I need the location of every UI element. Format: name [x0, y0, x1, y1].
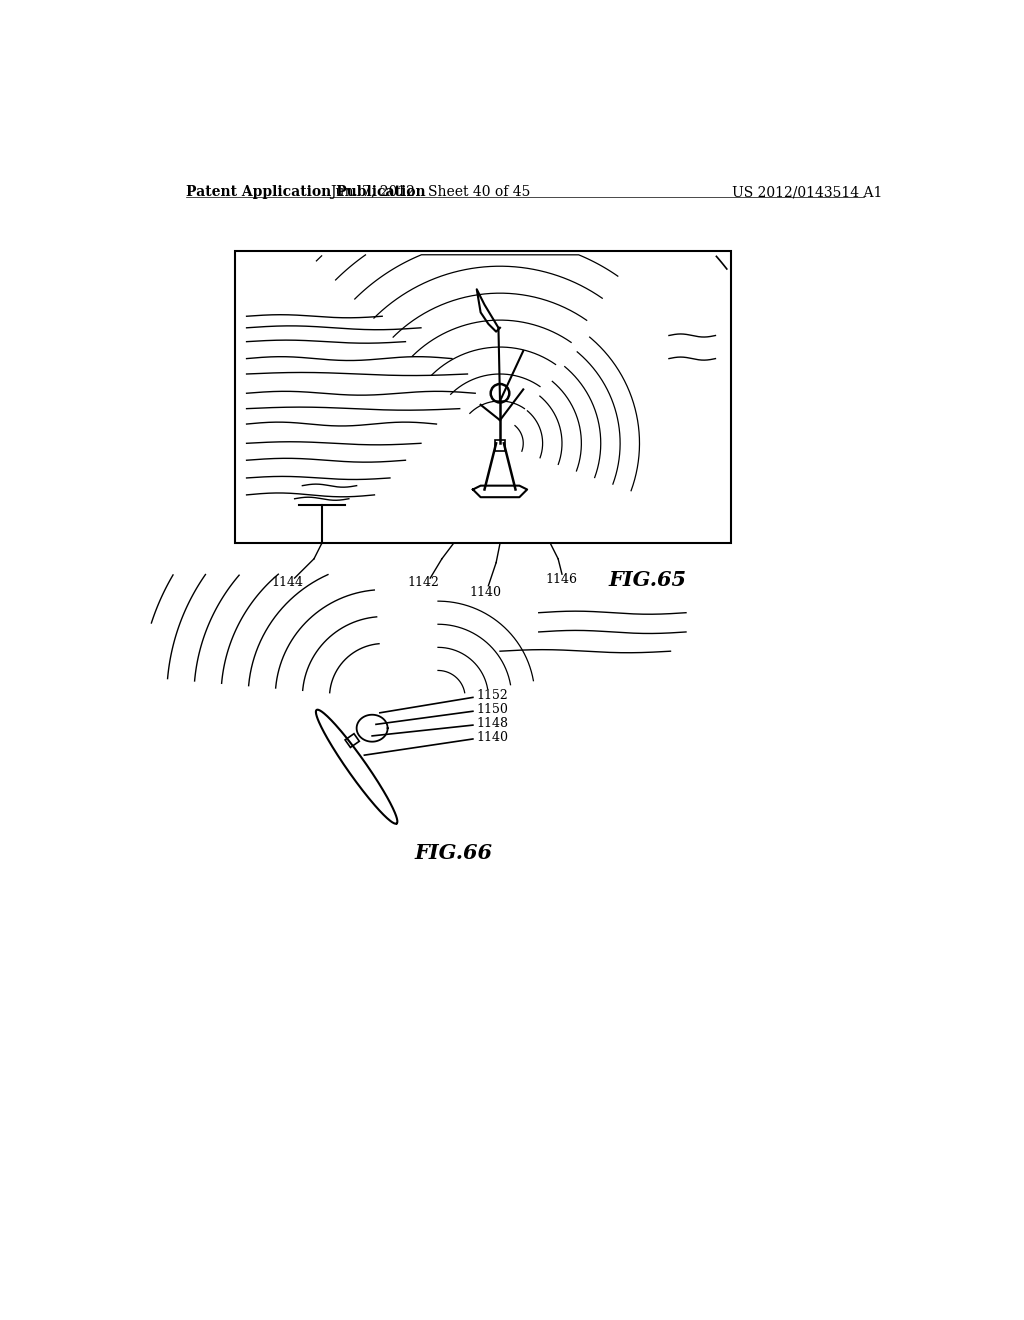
- Text: 1142: 1142: [407, 576, 439, 589]
- Text: 1140: 1140: [477, 730, 509, 743]
- Text: 1150: 1150: [477, 702, 509, 715]
- Text: 1146: 1146: [545, 573, 577, 586]
- Text: 1148: 1148: [477, 717, 509, 730]
- Text: FIG.65: FIG.65: [608, 570, 686, 590]
- Text: US 2012/0143514 A1: US 2012/0143514 A1: [732, 185, 883, 199]
- Text: Jun. 7, 2012   Sheet 40 of 45: Jun. 7, 2012 Sheet 40 of 45: [330, 185, 530, 199]
- Text: 1140: 1140: [469, 586, 501, 599]
- Bar: [495, 441, 506, 451]
- Text: FIG.66: FIG.66: [415, 843, 493, 863]
- Text: 1152: 1152: [477, 689, 509, 702]
- Bar: [345, 734, 359, 747]
- Bar: [234, 251, 731, 544]
- Text: Patent Application Publication: Patent Application Publication: [186, 185, 426, 199]
- Text: 1144: 1144: [271, 576, 303, 589]
